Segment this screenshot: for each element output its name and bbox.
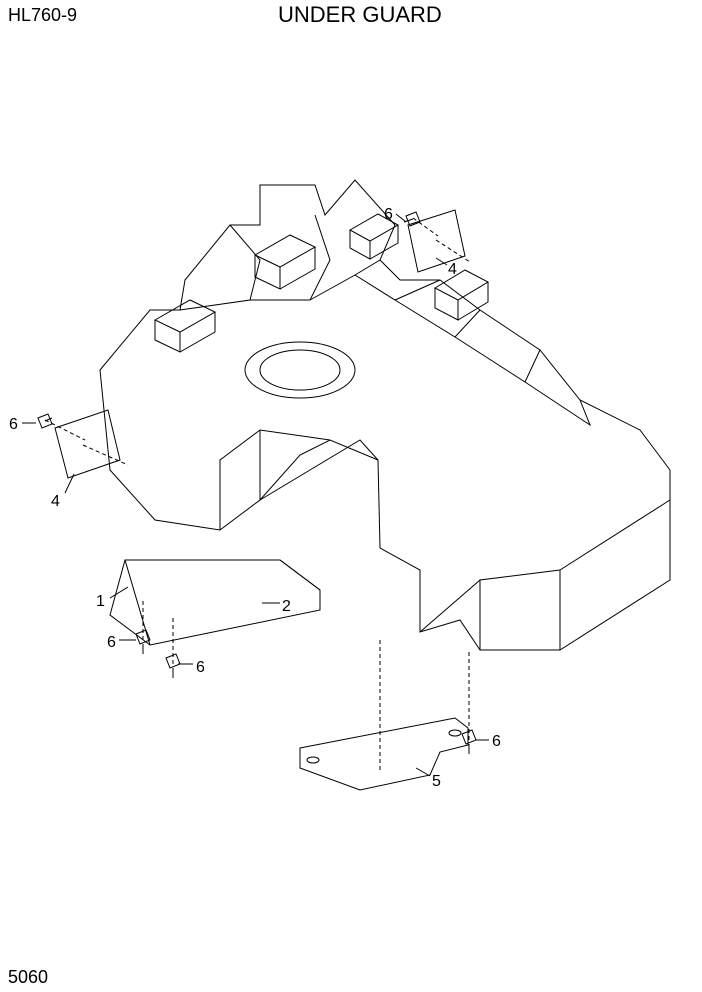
callout-4-1: 4: [51, 494, 60, 510]
callout-6-4: 6: [196, 660, 205, 676]
leader-line-6: [416, 768, 430, 776]
exploded-diagram: [0, 0, 702, 992]
callout-6-8: 6: [384, 207, 393, 223]
callout-5-6: 5: [432, 774, 441, 790]
leader-line-8: [396, 214, 406, 222]
callout-2-5: 2: [282, 599, 291, 615]
callout-6-0: 6: [9, 417, 18, 433]
callout-6-7: 6: [492, 734, 501, 750]
callout-1-2: 1: [96, 594, 105, 610]
leader-line-1: [65, 474, 74, 493]
leader-line-2: [110, 587, 128, 598]
callout-6-3: 6: [107, 635, 116, 651]
callout-4-9: 4: [448, 262, 457, 278]
